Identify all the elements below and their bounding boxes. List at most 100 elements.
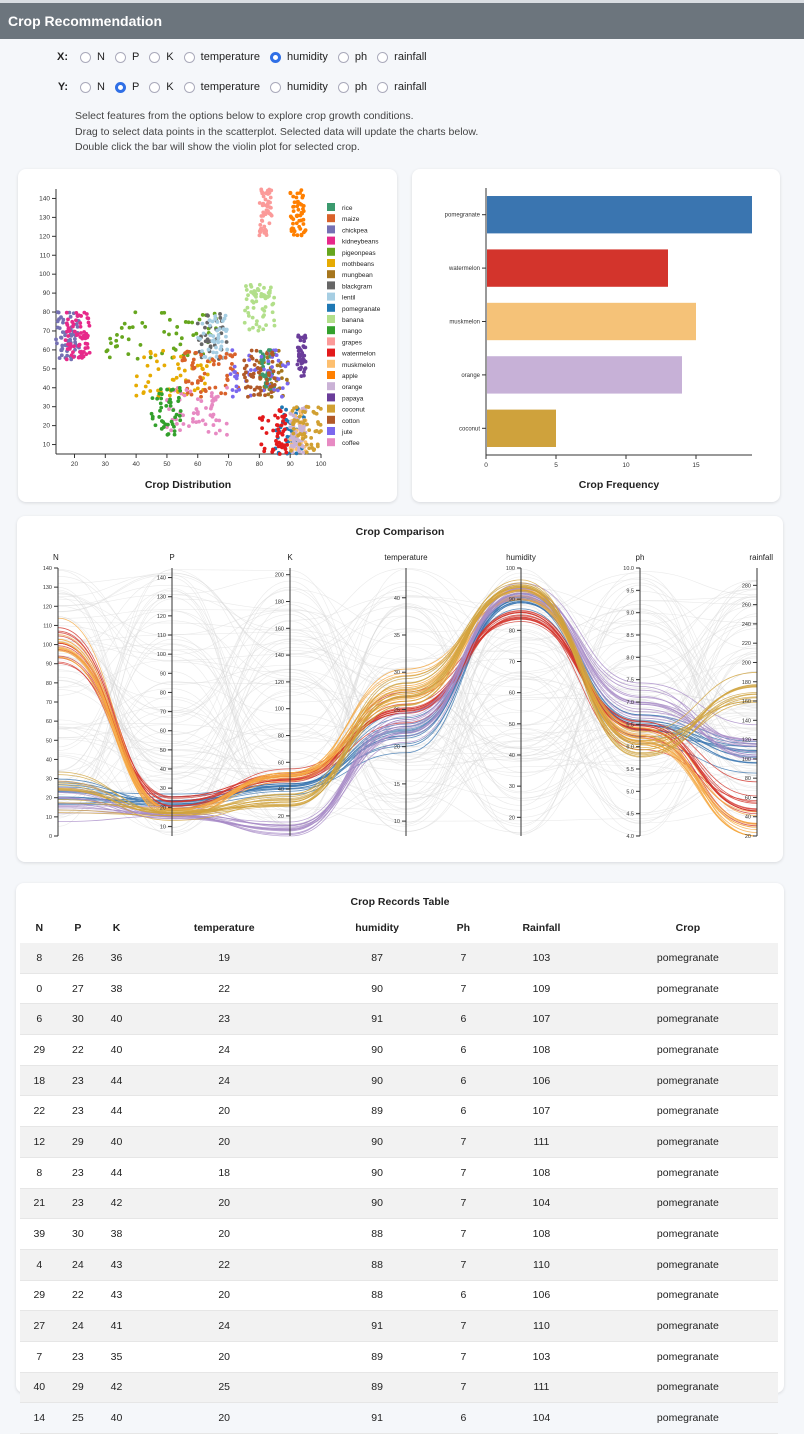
scatter-point[interactable] <box>260 361 265 366</box>
scatter-point[interactable] <box>301 409 306 414</box>
y-radio-N[interactable] <box>80 81 91 93</box>
scatter-point[interactable] <box>300 351 305 355</box>
scatter-point[interactable] <box>174 331 179 336</box>
scatter-point[interactable] <box>60 343 65 348</box>
y-option-ph[interactable]: ph <box>337 81 367 93</box>
scatter-point[interactable] <box>275 423 280 428</box>
scatter-point[interactable] <box>259 442 264 447</box>
scatter-point[interactable] <box>203 381 207 386</box>
scatter-point[interactable] <box>168 400 173 405</box>
scatter-point[interactable] <box>274 442 279 446</box>
scatter-point[interactable] <box>246 311 251 315</box>
scatter-point[interactable] <box>298 432 303 436</box>
scatter-point[interactable] <box>267 373 271 378</box>
scatter-point[interactable] <box>191 357 196 362</box>
scatter-point[interactable] <box>217 428 222 433</box>
scatter-point[interactable] <box>78 349 82 354</box>
scatter-point[interactable] <box>57 317 61 322</box>
scatter-point[interactable] <box>64 357 69 362</box>
scatter-point[interactable] <box>212 359 216 363</box>
scatter-point[interactable] <box>284 407 288 412</box>
x-radio-ph[interactable] <box>337 51 349 63</box>
scatter-point[interactable] <box>225 373 230 378</box>
scatter-point[interactable] <box>263 197 268 202</box>
scatter-point[interactable] <box>296 358 301 363</box>
scatter-point[interactable] <box>266 192 270 196</box>
scatter-point[interactable] <box>122 321 127 326</box>
x-radio-temperature[interactable] <box>183 51 195 63</box>
scatter-point[interactable] <box>149 411 154 416</box>
scatter-point[interactable] <box>127 325 132 330</box>
scatter-point[interactable] <box>172 355 176 360</box>
scatter-point[interactable] <box>150 396 155 401</box>
scatter-point[interactable] <box>230 362 234 366</box>
scatter-point[interactable] <box>220 339 224 344</box>
scatter-point[interactable] <box>292 200 297 205</box>
scatter-point[interactable] <box>200 313 205 317</box>
scatter-point[interactable] <box>172 429 177 434</box>
scatter-point[interactable] <box>261 415 265 419</box>
scatter-point[interactable] <box>264 377 269 382</box>
scatter-point[interactable] <box>294 195 299 200</box>
scatter-point[interactable] <box>296 207 301 212</box>
scatter-point[interactable] <box>291 209 296 214</box>
table-row[interactable]: 8 23 44 18 90 7 108 pomegranate <box>20 1157 778 1189</box>
scatter-point[interactable] <box>260 426 265 430</box>
scatter-point[interactable] <box>71 324 75 329</box>
scatter-point[interactable] <box>60 346 65 351</box>
scatter-point[interactable] <box>306 405 311 409</box>
scatter-point[interactable] <box>79 331 83 335</box>
scatter-point[interactable] <box>148 389 153 393</box>
scatter-point[interactable] <box>291 221 295 226</box>
scatter-point[interactable] <box>268 285 273 290</box>
scatter-point[interactable] <box>159 392 164 397</box>
scatter-point[interactable] <box>297 414 302 419</box>
scatter-point[interactable] <box>270 359 275 364</box>
scatter-point[interactable] <box>84 312 89 316</box>
scatter-point[interactable] <box>261 314 265 319</box>
table-row[interactable]: 40 29 42 25 89 7 111 pomegranate <box>20 1372 778 1404</box>
scatter-point[interactable] <box>126 337 131 342</box>
scatter-point[interactable] <box>203 355 208 359</box>
scatter-point[interactable] <box>134 393 139 398</box>
scatter-point[interactable] <box>270 365 274 369</box>
table-row[interactable]: 14 25 40 20 91 6 104 pomegranate <box>20 1402 778 1434</box>
scatter-point[interactable] <box>70 319 75 324</box>
scatter-point[interactable] <box>191 419 195 424</box>
scatter-point[interactable] <box>162 363 167 368</box>
scatter-point[interactable] <box>280 405 284 410</box>
scatter-point[interactable] <box>225 432 229 437</box>
scatter-point[interactable] <box>178 409 183 413</box>
scatter-point[interactable] <box>282 415 286 420</box>
scatter-point[interactable] <box>143 384 148 389</box>
scatter-point[interactable] <box>269 213 274 218</box>
scatter-point[interactable] <box>198 390 203 394</box>
y-radio-ph[interactable] <box>337 81 349 93</box>
scatter-point[interactable] <box>190 381 195 386</box>
scatter-point[interactable] <box>181 422 186 426</box>
scatter-point[interactable] <box>197 419 201 424</box>
scatter-point[interactable] <box>217 418 222 423</box>
scatter-point[interactable] <box>202 371 207 376</box>
scatter-point[interactable] <box>225 378 230 383</box>
table-row[interactable]: 6 30 40 23 91 6 107 pomegranate <box>20 1003 778 1036</box>
scatter-point[interactable] <box>295 204 300 209</box>
y-radio-P[interactable] <box>114 81 126 93</box>
scatter-point[interactable] <box>233 374 237 379</box>
scatter-point[interactable] <box>76 355 81 360</box>
scatter-point[interactable] <box>281 419 285 423</box>
column-header[interactable]: humidity <box>355 922 399 934</box>
table-row[interactable]: 29 22 40 24 90 6 108 pomegranate <box>20 1034 778 1066</box>
x-option-ph[interactable]: ph <box>337 51 367 63</box>
scatter-point[interactable] <box>210 391 214 395</box>
scatter-point[interactable] <box>87 323 92 328</box>
scatter-point[interactable] <box>268 195 273 200</box>
scatter-point[interactable] <box>285 443 290 447</box>
scatter-point[interactable] <box>276 377 281 382</box>
y-option-rainfall[interactable]: rainfall <box>377 81 427 93</box>
scatter-point[interactable] <box>232 364 237 369</box>
scatter-point[interactable] <box>173 348 178 352</box>
y-option-humidity[interactable]: humidity <box>269 81 328 93</box>
scatter-point[interactable] <box>259 291 264 296</box>
scatter-point[interactable] <box>216 362 221 366</box>
